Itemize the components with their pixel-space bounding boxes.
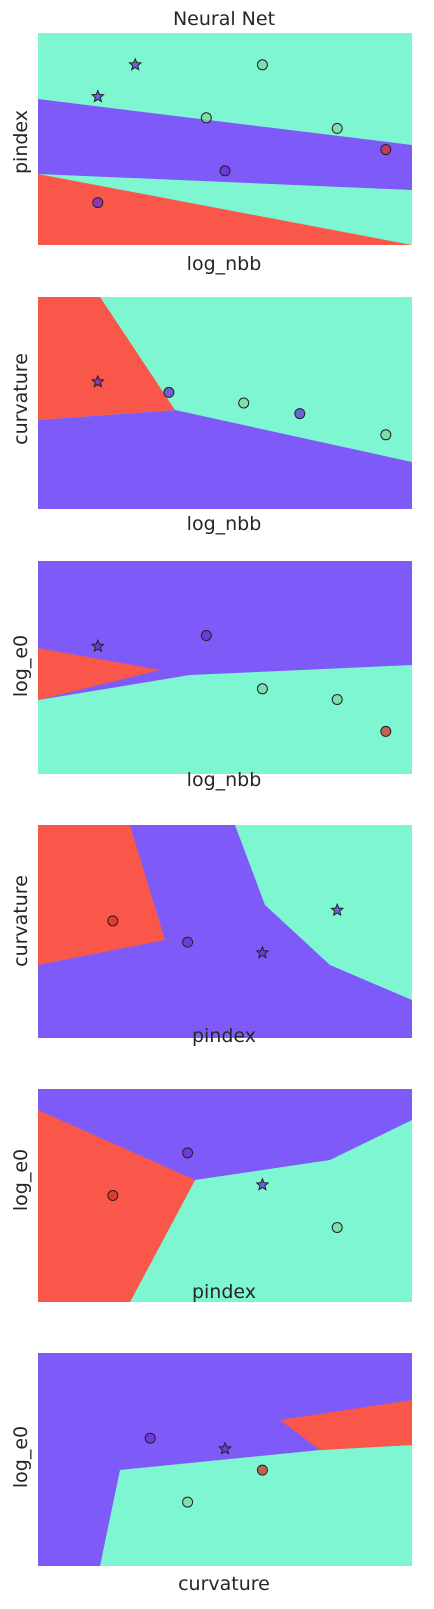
circle-marker [182, 1147, 194, 1159]
circle-marker [238, 397, 250, 409]
region-green [235, 825, 412, 1000]
star-marker [128, 57, 143, 71]
x-axis-label: log_nbb [187, 769, 262, 791]
circle-marker [256, 1464, 268, 1476]
subplot-3 [38, 561, 412, 774]
star-marker [255, 945, 270, 959]
region-red [38, 297, 175, 420]
star-marker [218, 1441, 232, 1455]
y-axis-label: curvature [10, 353, 32, 445]
x-axis-label: log_nbb [187, 513, 262, 535]
subplot-4 [38, 825, 412, 1038]
circle-marker [200, 112, 212, 124]
y-axis-label: log_e0 [10, 635, 32, 697]
region-red [38, 174, 412, 245]
x-axis-label: pindex [192, 1025, 256, 1047]
points-layer [144, 1432, 268, 1508]
y-axis-label: pindex [10, 110, 32, 174]
subplot-6 [38, 1353, 412, 1566]
points-layer [107, 902, 345, 959]
circle-marker [92, 197, 104, 209]
star-marker [90, 638, 105, 653]
circle-marker [200, 630, 212, 642]
points-layer [90, 57, 392, 209]
region-green [100, 1445, 412, 1566]
star-marker [330, 902, 345, 917]
circle-marker [331, 122, 343, 134]
region-red [38, 648, 160, 700]
star-marker [90, 89, 105, 103]
subplot-5 [38, 1089, 412, 1302]
circle-marker [256, 59, 268, 71]
circle-marker [331, 693, 343, 705]
y-axis-label: log_e0 [10, 1149, 32, 1211]
subplot-1 [38, 33, 412, 245]
region-purple [38, 410, 412, 509]
region-purple [38, 99, 412, 190]
circle-marker [219, 165, 231, 177]
y-axis-label: log_e0 [10, 1426, 32, 1488]
circle-marker [380, 429, 392, 441]
subplot-2 [38, 297, 412, 509]
circle-marker [163, 386, 175, 398]
circle-marker [107, 915, 119, 927]
points-layer [107, 1147, 343, 1233]
figure-title: Neural Net [173, 8, 275, 30]
y-axis-label: curvature [10, 875, 32, 967]
region-green [130, 1120, 412, 1302]
region-red [38, 825, 165, 965]
x-axis-label: pindex [192, 1281, 256, 1303]
region-red [38, 1110, 195, 1302]
circle-marker [182, 1496, 194, 1508]
circle-marker [107, 1190, 119, 1201]
circle-marker [294, 408, 306, 420]
star-marker [255, 1177, 270, 1191]
region-red [280, 1400, 412, 1450]
circle-marker [182, 936, 194, 948]
circle-marker [331, 1221, 343, 1233]
circle-marker [144, 1432, 156, 1444]
circle-marker [380, 725, 392, 737]
circle-marker [380, 144, 392, 156]
points-layer [90, 374, 392, 441]
points-layer [90, 630, 392, 737]
star-marker [90, 374, 105, 388]
x-axis-label: curvature [178, 1573, 270, 1595]
circle-marker [256, 683, 268, 695]
region-green [38, 665, 412, 774]
x-axis-label: log_nbb [187, 253, 262, 275]
